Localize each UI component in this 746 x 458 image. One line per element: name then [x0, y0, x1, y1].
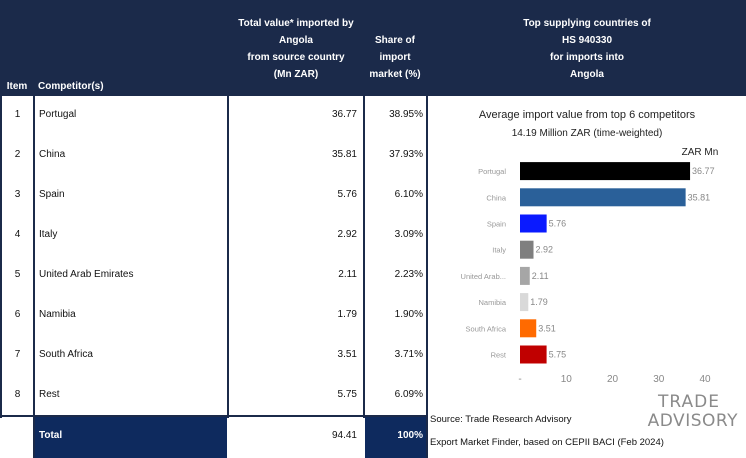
- bar: [520, 293, 529, 312]
- row-competitor: South Africa: [39, 349, 93, 360]
- row-value: 35.81: [331, 149, 357, 160]
- row-item: 2: [14, 149, 21, 160]
- bar: [520, 214, 547, 233]
- row-share: 37.93%: [389, 149, 423, 160]
- table-border-bottom: [0, 415, 428, 417]
- row-value: 2.11: [338, 269, 357, 280]
- row-item: 5: [14, 269, 21, 280]
- row-competitor: Portugal: [39, 109, 77, 120]
- row-value: 1.79: [337, 309, 357, 320]
- value-header-line: Angola: [279, 35, 313, 46]
- row-share: 3.71%: [394, 349, 423, 360]
- category-label: Italy: [492, 246, 506, 255]
- share-header-line: market (%): [369, 69, 421, 80]
- row-competitor: Namibia: [39, 309, 76, 320]
- row-competitor: Rest: [39, 389, 60, 400]
- row-item: 7: [14, 349, 21, 360]
- data-label: 2.11: [532, 271, 549, 281]
- row-share: 3.09%: [394, 229, 423, 240]
- row-item: 6: [14, 309, 21, 320]
- source-line: Export Market Finder, based on CEPII BAC…: [430, 437, 664, 448]
- bar: [520, 240, 534, 259]
- table-border: [426, 96, 428, 458]
- category-label: Namibia: [478, 298, 506, 307]
- table-border-left: [0, 96, 2, 418]
- x-tick-label: 20: [607, 374, 619, 385]
- row-item: 4: [14, 229, 21, 240]
- row-competitor: Italy: [39, 229, 58, 240]
- data-label: 1.79: [530, 297, 548, 307]
- row-value: 3.51: [337, 349, 357, 360]
- total-share: 100%: [397, 430, 423, 441]
- bar: [520, 319, 537, 338]
- logo-line: TRADE: [658, 392, 720, 412]
- source-line: Source: Trade Research Advisory: [430, 414, 572, 425]
- x-tick-label: 30: [653, 374, 665, 385]
- row-value: 5.76: [337, 189, 357, 200]
- share-header-line: Share of: [374, 35, 415, 46]
- bar: [520, 266, 530, 285]
- chart-subtitle: 14.19 Million ZAR (time-weighted): [512, 128, 663, 139]
- item-header: Item: [6, 81, 28, 92]
- x-tick-label: 10: [561, 374, 573, 385]
- category-label: China: [486, 193, 506, 202]
- bar: [520, 162, 691, 181]
- value-header: Total value* imported by Angola from sou…: [228, 15, 364, 83]
- table-border: [227, 96, 229, 418]
- table-border: [363, 96, 365, 418]
- share-header-line: import: [379, 52, 411, 63]
- top-suppliers-header-line: for imports into: [550, 52, 624, 63]
- top-suppliers-header-line: HS 940330: [561, 35, 613, 46]
- import-value-chart: Average import value from top 6 competit…: [461, 109, 719, 385]
- row-value: 2.92: [337, 229, 357, 240]
- share-header: Share of import market (%): [364, 32, 426, 83]
- value-header-line: from source country: [247, 52, 345, 63]
- row-share: 6.09%: [394, 389, 423, 400]
- top-suppliers-header-line: Angola: [570, 69, 604, 80]
- data-label: 36.77: [692, 166, 715, 176]
- bar: [520, 188, 686, 207]
- row-competitor: China: [39, 149, 66, 160]
- table-header-band: [0, 0, 746, 96]
- trade-advisory-logo: TRADE ADVISORY: [634, 393, 738, 431]
- unit-label: ZAR Mn: [682, 147, 719, 158]
- row-competitor: Spain: [39, 189, 65, 200]
- x-tick-label: 40: [699, 374, 711, 385]
- row-value: 5.75: [337, 389, 357, 400]
- category-label: Spain: [487, 220, 506, 229]
- x-tick-label: -: [518, 374, 521, 385]
- top-suppliers-header: Top supplying countries of HS 940330 for…: [428, 15, 746, 83]
- row-item: 1: [14, 109, 21, 120]
- total-share-cell: [365, 417, 426, 458]
- chart-title: Average import value from top 6 competit…: [479, 109, 696, 121]
- value-header-line: Total value* imported by: [238, 18, 354, 29]
- row-share: 38.95%: [389, 109, 423, 120]
- data-label: 35.81: [688, 192, 711, 202]
- category-label: Rest: [491, 351, 507, 360]
- category-label: Portugal: [478, 167, 506, 176]
- row-share: 2.23%: [394, 269, 423, 280]
- row-item: 3: [14, 189, 21, 200]
- total-value: 94.41: [331, 430, 357, 441]
- row-share: 1.90%: [394, 309, 423, 320]
- data-label: 5.76: [549, 219, 567, 229]
- value-header-line: (Mn ZAR): [273, 69, 319, 80]
- row-competitor: United Arab Emirates: [39, 269, 134, 280]
- row-item: 8: [14, 389, 21, 400]
- logo-line: ADVISORY: [647, 411, 738, 431]
- data-label: 3.51: [538, 323, 556, 333]
- row-share: 6.10%: [394, 189, 423, 200]
- bar: [520, 345, 547, 364]
- table-border: [33, 96, 35, 458]
- top-suppliers-header-line: Top supplying countries of: [523, 18, 651, 29]
- competitor-header: Competitor(s): [38, 81, 104, 92]
- data-label: 2.92: [536, 245, 554, 255]
- data-label: 5.75: [549, 350, 567, 360]
- category-label: South Africa: [466, 324, 507, 333]
- row-value: 36.77: [331, 109, 357, 120]
- total-label-cell: [35, 417, 227, 458]
- total-label: Total: [39, 430, 63, 441]
- category-label: United Arab...: [461, 272, 506, 281]
